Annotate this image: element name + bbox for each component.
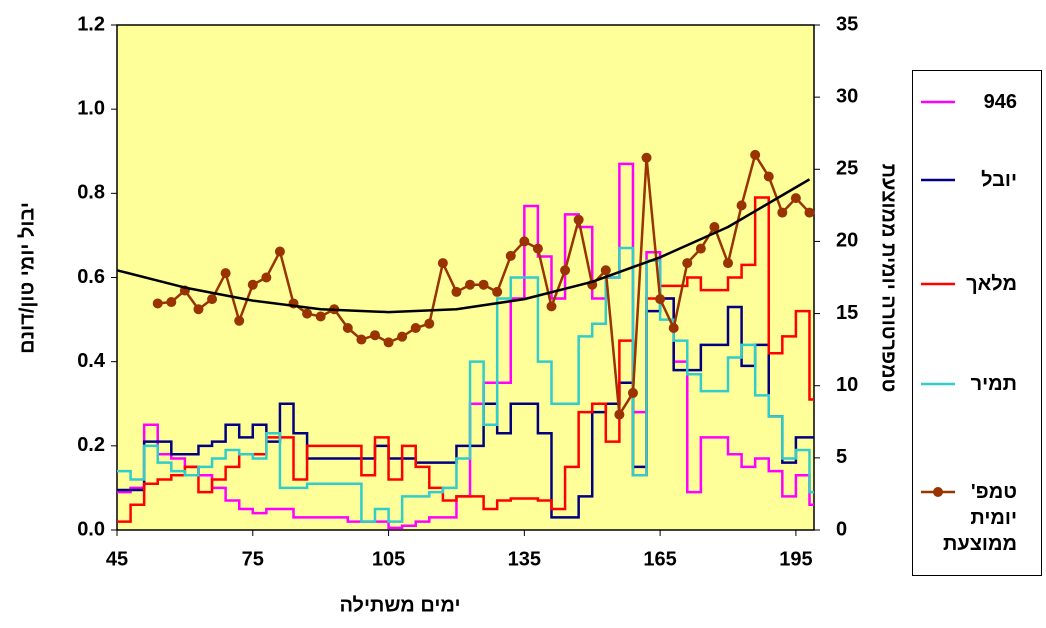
legend-swatch (921, 382, 955, 386)
temp-marker (790, 193, 801, 204)
temp-marker (600, 265, 611, 276)
temp-marker (369, 330, 380, 341)
legend-label: טמפ' יומית ממוצעת (943, 481, 1017, 555)
temp-marker (519, 236, 530, 247)
legend-entry: טמפ' יומית ממוצעת (917, 479, 1039, 557)
temp-marker (655, 294, 666, 305)
temp-marker (152, 298, 163, 309)
y2-tick-label: 5 (836, 446, 847, 468)
y-axis-title: יבול יומי טון/דונם (16, 202, 38, 354)
temp-marker (478, 279, 489, 290)
temp-marker (234, 315, 245, 326)
legend-entry: תמיר (917, 371, 1039, 397)
legend-label: יובל (981, 169, 1017, 191)
y2-tick-label: 15 (836, 302, 858, 324)
temp-marker (763, 171, 774, 182)
legend-entry: 946 (917, 89, 1039, 115)
legend-swatch (921, 282, 955, 286)
temp-marker (736, 200, 747, 211)
temp-marker (465, 279, 476, 290)
temp-marker (437, 258, 448, 269)
y2-tick-label: 10 (836, 374, 858, 396)
series-line (117, 196, 814, 523)
temp-marker (668, 323, 679, 333)
temp-marker (342, 323, 353, 333)
temp-marker (505, 250, 516, 261)
legend-swatch (921, 100, 955, 104)
legend-marker (933, 487, 943, 497)
legend-label: מלאך (966, 273, 1017, 295)
temp-marker (492, 286, 503, 297)
temp-marker (383, 337, 394, 348)
temp-marker (302, 308, 313, 319)
x-tick-label: 165 (643, 548, 676, 570)
y-tick-label: 0.0 (77, 518, 105, 540)
temp-marker (166, 297, 177, 308)
legend-swatch (921, 487, 955, 497)
series-line (117, 246, 814, 523)
temp-marker (220, 268, 231, 279)
y2-tick-label: 20 (836, 230, 858, 252)
y-tick-label: 0.4 (77, 350, 106, 372)
temp-marker (397, 331, 408, 342)
legend-label: תמיר (970, 373, 1017, 395)
legend-entry: יובל (917, 167, 1039, 193)
plot-area (116, 24, 815, 531)
y2-tick-label: 30 (836, 85, 858, 107)
legend-swatch (921, 178, 955, 182)
temp-marker (410, 323, 421, 333)
y-tick-label: 1.2 (77, 13, 105, 35)
temp-marker (193, 304, 204, 315)
temp-marker (709, 222, 720, 232)
temp-marker (750, 149, 761, 160)
y2-axis-title: טמפרטורה יומית ממוצעת (878, 164, 900, 393)
trendline (116, 178, 811, 314)
temp-marker (274, 246, 285, 257)
temp-marker (627, 387, 638, 398)
temp-marker (614, 409, 625, 420)
y-tick-label: 0.6 (77, 266, 105, 288)
legend-entry: מלאך (917, 271, 1039, 297)
temp-marker (641, 152, 652, 163)
y-tick-label: 0.2 (77, 434, 105, 456)
y2-tick-label: 35 (836, 13, 858, 35)
x-tick-label: 105 (372, 548, 405, 570)
temp-marker (261, 272, 272, 283)
temp-marker (695, 243, 706, 254)
temp-marker (682, 258, 693, 269)
x-axis-title: ימים משתילה (339, 594, 460, 616)
x-tick-label: 45 (106, 548, 128, 570)
temp-marker (451, 286, 462, 297)
x-tick-label: 195 (779, 548, 812, 570)
y2-tick-label: 25 (836, 158, 858, 180)
temp-marker (532, 243, 543, 254)
temp-marker (207, 294, 218, 305)
temp-marker (723, 258, 734, 269)
x-tick-label: 135 (508, 548, 541, 570)
temp-marker (424, 318, 435, 329)
temp-marker (356, 334, 367, 345)
x-tick-label: 75 (242, 548, 264, 570)
temp-marker (573, 214, 584, 225)
legend-label: 946 (983, 91, 1017, 113)
chart: ימים משתילה יבול יומי טון/דונם טמפרטורה … (16, 13, 900, 616)
series-line (117, 297, 814, 519)
legend: 946 יובל מלאך תמיר טמפ' יומית ממוצעת (912, 70, 1042, 576)
temp-marker (804, 207, 815, 218)
temp-marker (560, 265, 571, 276)
y-tick-label: 1.0 (77, 97, 105, 119)
temp-marker (315, 311, 326, 322)
temp-marker (546, 301, 557, 312)
y2-tick-label: 0 (836, 518, 847, 540)
temp-marker (777, 207, 788, 218)
temp-marker (247, 279, 258, 290)
y-tick-label: 0.8 (77, 182, 105, 204)
